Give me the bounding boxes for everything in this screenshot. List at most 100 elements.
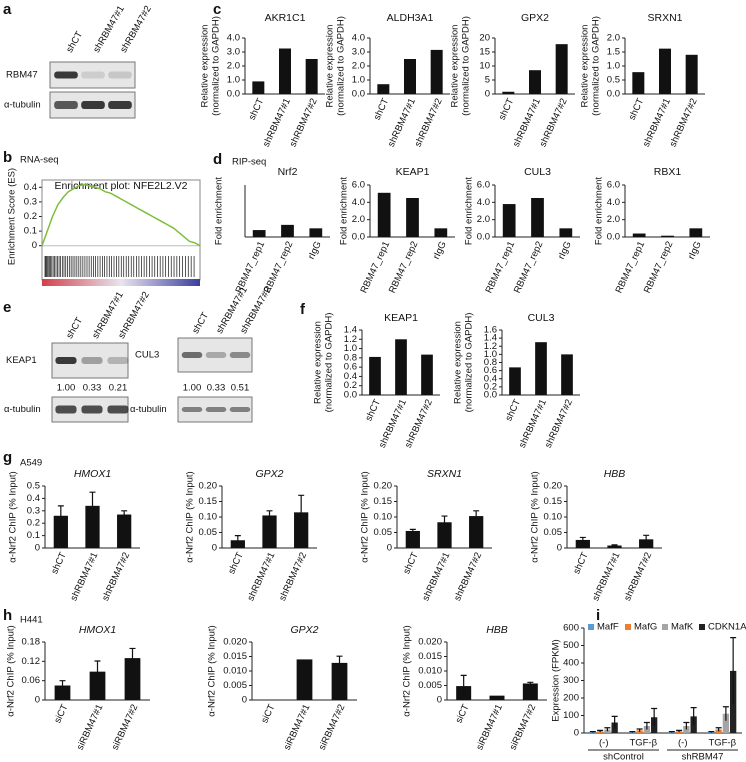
y-tick-label: 100 xyxy=(563,710,579,721)
row-label: α-tubulin xyxy=(4,404,41,415)
error-bar xyxy=(298,494,305,530)
error-bar xyxy=(643,534,650,544)
error-bar xyxy=(668,731,675,733)
y-tick-label: 0.2 xyxy=(24,211,37,222)
error-bar xyxy=(611,715,618,729)
quant-label: 0.21 xyxy=(109,383,128,394)
bar xyxy=(632,233,646,237)
x-tick-label: TGF-β xyxy=(629,738,657,749)
blot-band xyxy=(81,405,103,414)
x-tick-label: (-) xyxy=(599,738,609,749)
x-tick-label: rIgG xyxy=(686,240,704,261)
y-tick-label: 0.0 xyxy=(352,232,365,243)
chart-title: GPX2 xyxy=(521,12,549,24)
x-tick-label: shCT xyxy=(226,551,246,576)
blot-band xyxy=(81,357,103,364)
x-tick-label: shCT xyxy=(497,97,517,122)
y-tick-label: 0.4 xyxy=(24,182,37,193)
x-tick-label: siRBM47#2 xyxy=(110,703,141,752)
y-tick-label: 5 xyxy=(485,75,490,86)
x-tick-label: shRBM47#2 xyxy=(413,97,445,149)
bar xyxy=(689,228,703,237)
chart-title: GPX2 xyxy=(255,468,283,480)
panel-note: RNA-seq xyxy=(20,155,59,166)
row-label: CUL3 xyxy=(135,350,159,361)
y-tick-label: 0.20 xyxy=(374,481,393,492)
y-tick-label: 0.0 xyxy=(484,390,497,401)
y-tick-label: 2.0 xyxy=(352,61,365,72)
y-tick-label: 0.8 xyxy=(484,357,497,368)
y-tick-label: 20 xyxy=(479,33,490,44)
x-tick-label: RBM47_rep1 xyxy=(484,240,518,295)
y-tick-label: 0.010 xyxy=(418,666,442,677)
panel-letter: b xyxy=(3,149,12,166)
y-tick-label: 0.18 xyxy=(22,637,41,648)
y-tick-label: 1.5 xyxy=(607,47,620,58)
bar xyxy=(509,367,521,395)
bar xyxy=(559,228,573,237)
y-tick-label: 1.0 xyxy=(227,75,240,86)
y-tick-label: 0.5 xyxy=(607,75,620,86)
error-bar xyxy=(441,515,448,529)
y-tick-label: 4.0 xyxy=(607,197,620,208)
bar xyxy=(661,235,674,237)
panel-note: H441 xyxy=(20,615,43,626)
error-bar xyxy=(629,731,636,733)
error-bar xyxy=(597,729,604,733)
y-tick-label: 0.15 xyxy=(374,496,393,507)
y-tick-label: 0 xyxy=(485,89,490,100)
bar xyxy=(377,192,391,237)
bar xyxy=(395,339,407,395)
panel-letter: a xyxy=(3,1,12,18)
y-tick-label: 0.4 xyxy=(484,373,497,384)
x-tick-label: shRBM47#2 xyxy=(668,97,700,149)
y-axis-label: (normalized to GAPDH) xyxy=(464,313,475,413)
panel-letter: e xyxy=(3,299,11,316)
error-bar xyxy=(708,731,715,733)
x-tick-label: shRBM47#2 xyxy=(288,97,320,149)
y-tick-label: 2.0 xyxy=(352,214,365,225)
bar xyxy=(489,695,505,700)
bar xyxy=(722,713,730,733)
chart-title: RBX1 xyxy=(654,166,682,178)
y-tick-label: 0.005 xyxy=(418,680,442,691)
bar xyxy=(502,91,515,94)
y-axis-label: Fold enrichment xyxy=(464,177,475,245)
bar xyxy=(555,44,568,94)
y-tick-label: 2.0 xyxy=(607,33,620,44)
chart-title: CUL3 xyxy=(524,166,551,178)
blot-band xyxy=(108,101,132,109)
x-tick-label: shRBM47#2 xyxy=(452,551,484,603)
y-tick-label: 0 xyxy=(212,543,217,554)
legend-swatch xyxy=(699,624,705,630)
rank-bar xyxy=(42,279,200,286)
x-tick-label: RBM47_rep2 xyxy=(512,240,546,295)
y-tick-label: 0 xyxy=(437,695,442,706)
x-tick-label: shRBM47#2 xyxy=(622,551,654,603)
x-tick-label: shRBM47#2 xyxy=(538,97,570,149)
chart-title: GPX2 xyxy=(290,624,318,636)
x-tick-label: RBM47_rep1 xyxy=(234,240,268,295)
y-axis-label: α-Nrf2 ChIP (% Input) xyxy=(8,471,19,562)
y-tick-label: 1.0 xyxy=(484,349,497,360)
bar xyxy=(535,342,547,395)
x-tick-label: RBM47_rep2 xyxy=(387,240,421,295)
bar xyxy=(639,539,654,548)
error-bar xyxy=(604,727,611,732)
y-tick-label: 0 xyxy=(35,695,40,706)
legend-swatch xyxy=(588,624,594,630)
y-tick-label: 0.15 xyxy=(544,496,563,507)
y-tick-label: 0.05 xyxy=(544,527,563,538)
quant-label: 1.00 xyxy=(57,383,76,394)
y-tick-label: 4.0 xyxy=(352,33,365,44)
y-tick-label: 0 xyxy=(557,543,562,554)
chart-title: HBB xyxy=(604,468,626,480)
bar xyxy=(575,539,590,548)
bar xyxy=(89,671,106,700)
panel-note: RIP-seq xyxy=(232,157,266,168)
y-tick-label: 0.10 xyxy=(544,512,563,523)
y-tick-label: 2.0 xyxy=(227,61,240,72)
y-axis-label: Relative expression xyxy=(200,25,211,108)
lane-label: shCT xyxy=(190,310,211,335)
y-axis-label: (normalized to GAPDH) xyxy=(461,16,472,116)
